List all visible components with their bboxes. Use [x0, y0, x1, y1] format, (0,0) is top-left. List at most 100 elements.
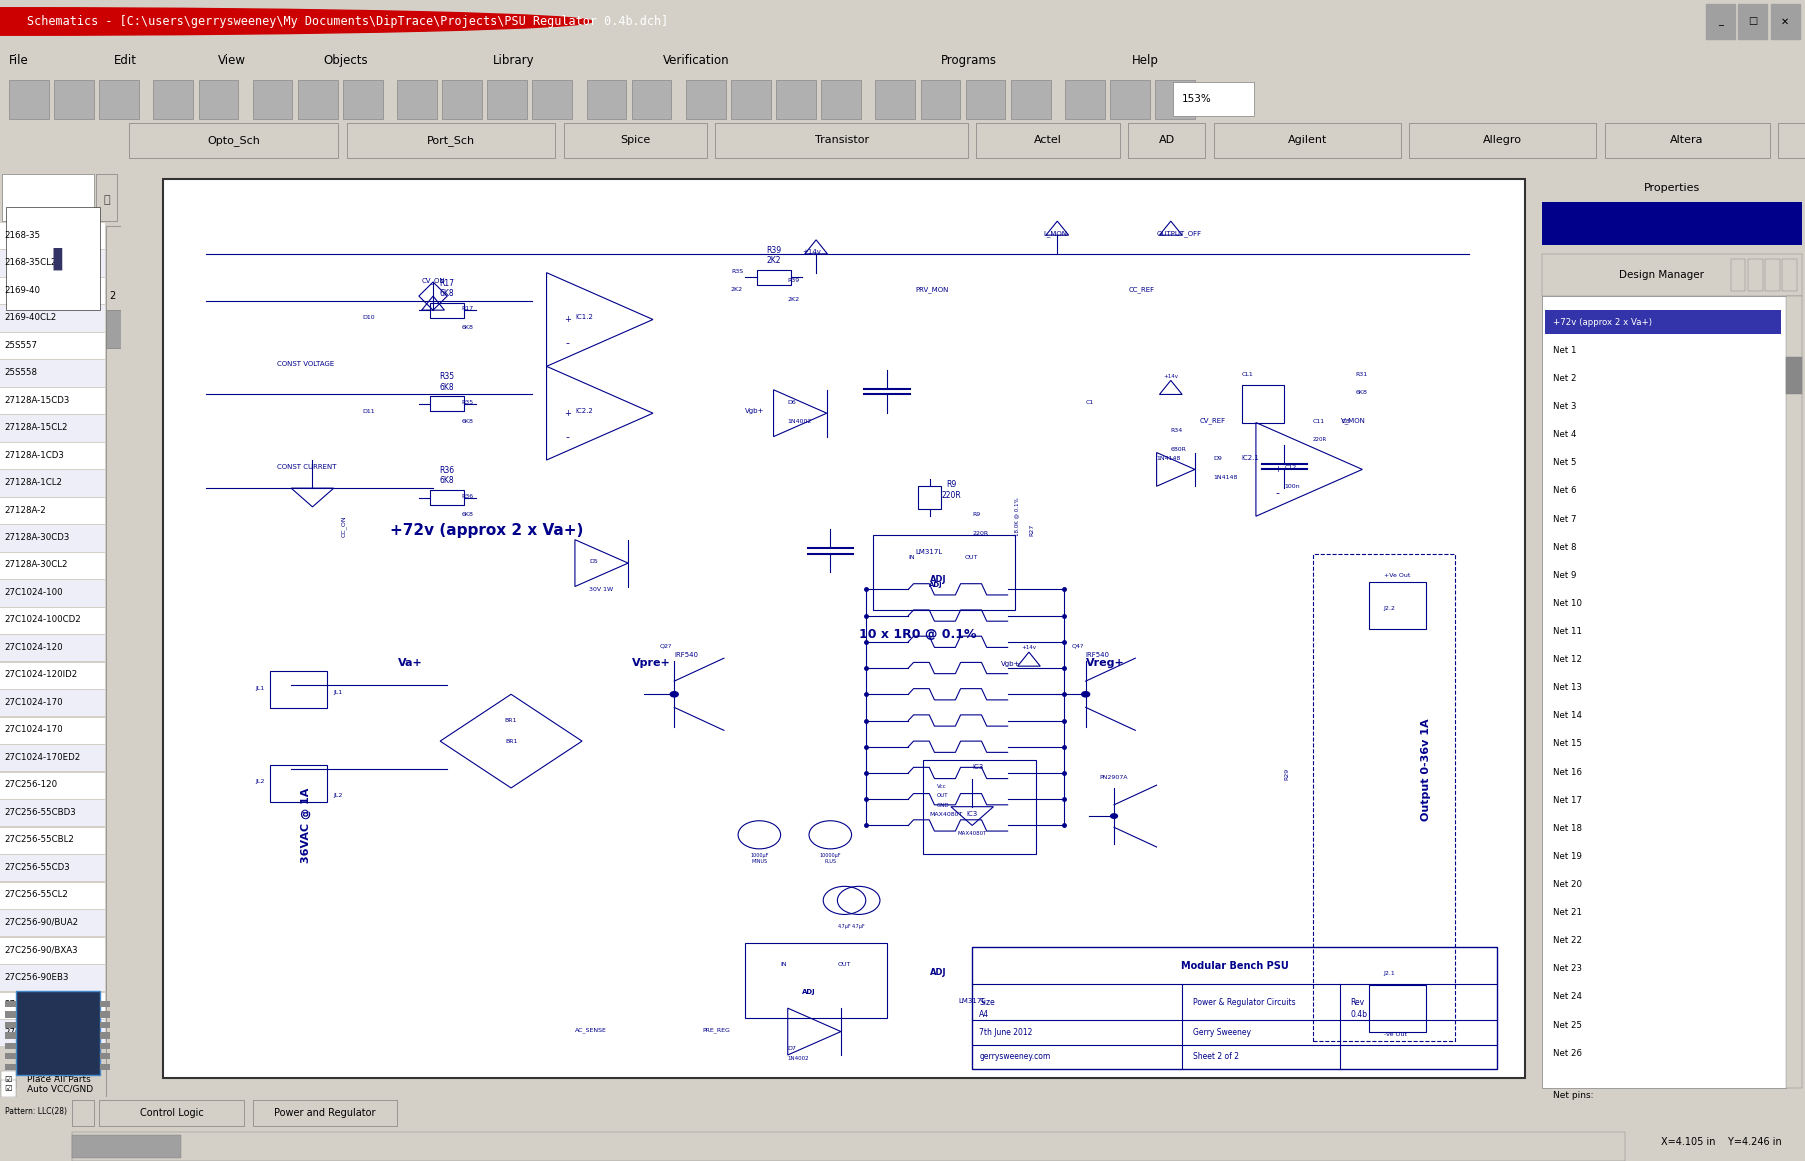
Text: Vcc: Vcc — [937, 784, 946, 789]
Text: Net 25: Net 25 — [1552, 1021, 1581, 1030]
Text: OUTPUT_OFF: OUTPUT_OFF — [1157, 230, 1202, 237]
Text: PRV_MON: PRV_MON — [915, 287, 949, 293]
Text: 2168-35CL2: 2168-35CL2 — [5, 258, 58, 267]
Bar — [5, 1011, 16, 1017]
Text: JL2: JL2 — [334, 793, 343, 799]
Bar — [1706, 5, 1735, 38]
Text: gerrysweeney.com: gerrysweeney.com — [980, 1052, 1051, 1061]
Text: R35: R35 — [462, 399, 473, 405]
Text: 27C256-55CD3: 27C256-55CD3 — [5, 863, 70, 872]
Bar — [1778, 123, 1805, 158]
Text: -: - — [565, 432, 570, 441]
Text: CONST VOLTAGE: CONST VOLTAGE — [276, 361, 334, 367]
Bar — [821, 80, 861, 118]
Bar — [253, 1101, 397, 1126]
Text: Net 12: Net 12 — [1552, 655, 1581, 664]
Text: CONST CURRENT: CONST CURRENT — [276, 464, 336, 470]
Text: Va+: Va+ — [397, 658, 422, 669]
Bar — [715, 123, 967, 158]
Text: +72v (approx 2 x Va+): +72v (approx 2 x Va+) — [390, 522, 583, 538]
Text: ✕: ✕ — [1782, 16, 1789, 27]
Bar — [5, 1022, 16, 1029]
Text: Net 18: Net 18 — [1552, 824, 1581, 832]
Text: Library: Library — [493, 53, 534, 67]
Text: PRE_REG: PRE_REG — [702, 1027, 731, 1033]
Text: Edit: Edit — [114, 53, 137, 67]
Text: AC_SENSE: AC_SENSE — [576, 1027, 606, 1033]
Bar — [99, 1053, 110, 1059]
Text: CL1: CL1 — [1242, 372, 1253, 376]
Bar — [0, 580, 105, 606]
Bar — [875, 80, 915, 118]
Bar — [1155, 80, 1195, 118]
Text: Properties: Properties — [1644, 183, 1700, 194]
Text: 153%: 153% — [1182, 94, 1211, 104]
Text: File: File — [9, 53, 29, 67]
Text: 27C256-90/BXA3: 27C256-90/BXA3 — [5, 945, 78, 954]
Bar — [5, 1001, 16, 1007]
Text: BR1: BR1 — [505, 738, 518, 743]
Text: 27128A-1CL2: 27128A-1CL2 — [5, 478, 63, 486]
Text: 🔍: 🔍 — [103, 195, 110, 204]
Text: IRF540: IRF540 — [1085, 651, 1110, 658]
Text: All Parts: All Parts — [32, 1069, 74, 1079]
Text: Net 24: Net 24 — [1552, 993, 1581, 1002]
Bar — [919, 486, 940, 509]
Text: MAX4080T: MAX4080T — [957, 831, 987, 836]
Text: GND: GND — [937, 802, 949, 808]
Bar — [99, 1063, 110, 1070]
Text: R29: R29 — [1285, 767, 1289, 779]
Text: R36: R36 — [462, 493, 473, 498]
Bar — [921, 80, 960, 118]
Text: 1000μF
MINUS: 1000μF MINUS — [751, 853, 769, 864]
Text: Transistor: Transistor — [814, 136, 868, 145]
Text: R17
6K8: R17 6K8 — [440, 279, 455, 298]
Bar — [1215, 123, 1401, 158]
Text: Net 1: Net 1 — [1552, 346, 1576, 355]
Text: 27C256-90BD3: 27C256-90BD3 — [5, 1027, 70, 1037]
Bar — [430, 303, 464, 318]
Text: Pattern: LLC(28): Pattern: LLC(28) — [5, 1106, 67, 1116]
Bar — [1173, 82, 1254, 116]
Bar — [1110, 80, 1150, 118]
Text: Place All Parts: Place All Parts — [27, 1075, 90, 1084]
Bar — [106, 225, 121, 1097]
Bar — [199, 80, 238, 118]
Text: Actel: Actel — [1034, 136, 1061, 145]
Bar — [0, 938, 105, 964]
Bar — [745, 943, 886, 1017]
Text: IRF540: IRF540 — [675, 651, 699, 658]
Text: 27C1024-170ED2: 27C1024-170ED2 — [5, 752, 81, 762]
Text: ADJ: ADJ — [930, 575, 946, 584]
Text: -: - — [565, 338, 570, 348]
Text: JL1: JL1 — [334, 691, 343, 695]
Bar — [430, 490, 464, 505]
Text: Power & Regulator Circuits: Power & Regulator Circuits — [1193, 997, 1296, 1007]
Bar — [563, 123, 708, 158]
Text: Spice: Spice — [621, 136, 650, 145]
Bar — [0, 745, 105, 771]
Bar — [442, 80, 482, 118]
Text: Net 8: Net 8 — [1552, 542, 1576, 551]
Text: Altera: Altera — [1670, 136, 1704, 145]
Text: Gerry Sweeney: Gerry Sweeney — [1193, 1027, 1251, 1037]
Bar — [99, 1001, 110, 1007]
Bar — [0, 305, 105, 332]
Text: 10 x 1R0 @ 0.1%: 10 x 1R0 @ 0.1% — [859, 628, 977, 641]
Text: 27C1024-170: 27C1024-170 — [5, 726, 63, 735]
Text: Q2?: Q2? — [661, 643, 673, 649]
Bar — [1747, 259, 1762, 291]
Text: Output 0-36v 1A: Output 0-36v 1A — [1421, 717, 1431, 821]
Text: 4.7μF: 4.7μF — [838, 924, 852, 930]
Text: Net 17: Net 17 — [1552, 795, 1581, 805]
Text: 2168-35: 2168-35 — [5, 231, 42, 239]
Bar — [153, 80, 193, 118]
Bar — [0, 663, 105, 688]
Bar — [0, 690, 105, 716]
Bar — [973, 947, 1496, 1069]
Text: □: □ — [1747, 16, 1758, 27]
Text: Rev: Rev — [1350, 997, 1365, 1007]
Bar — [99, 1011, 110, 1017]
Text: 1N4002: 1N4002 — [787, 419, 812, 424]
Text: D6: D6 — [787, 399, 796, 405]
